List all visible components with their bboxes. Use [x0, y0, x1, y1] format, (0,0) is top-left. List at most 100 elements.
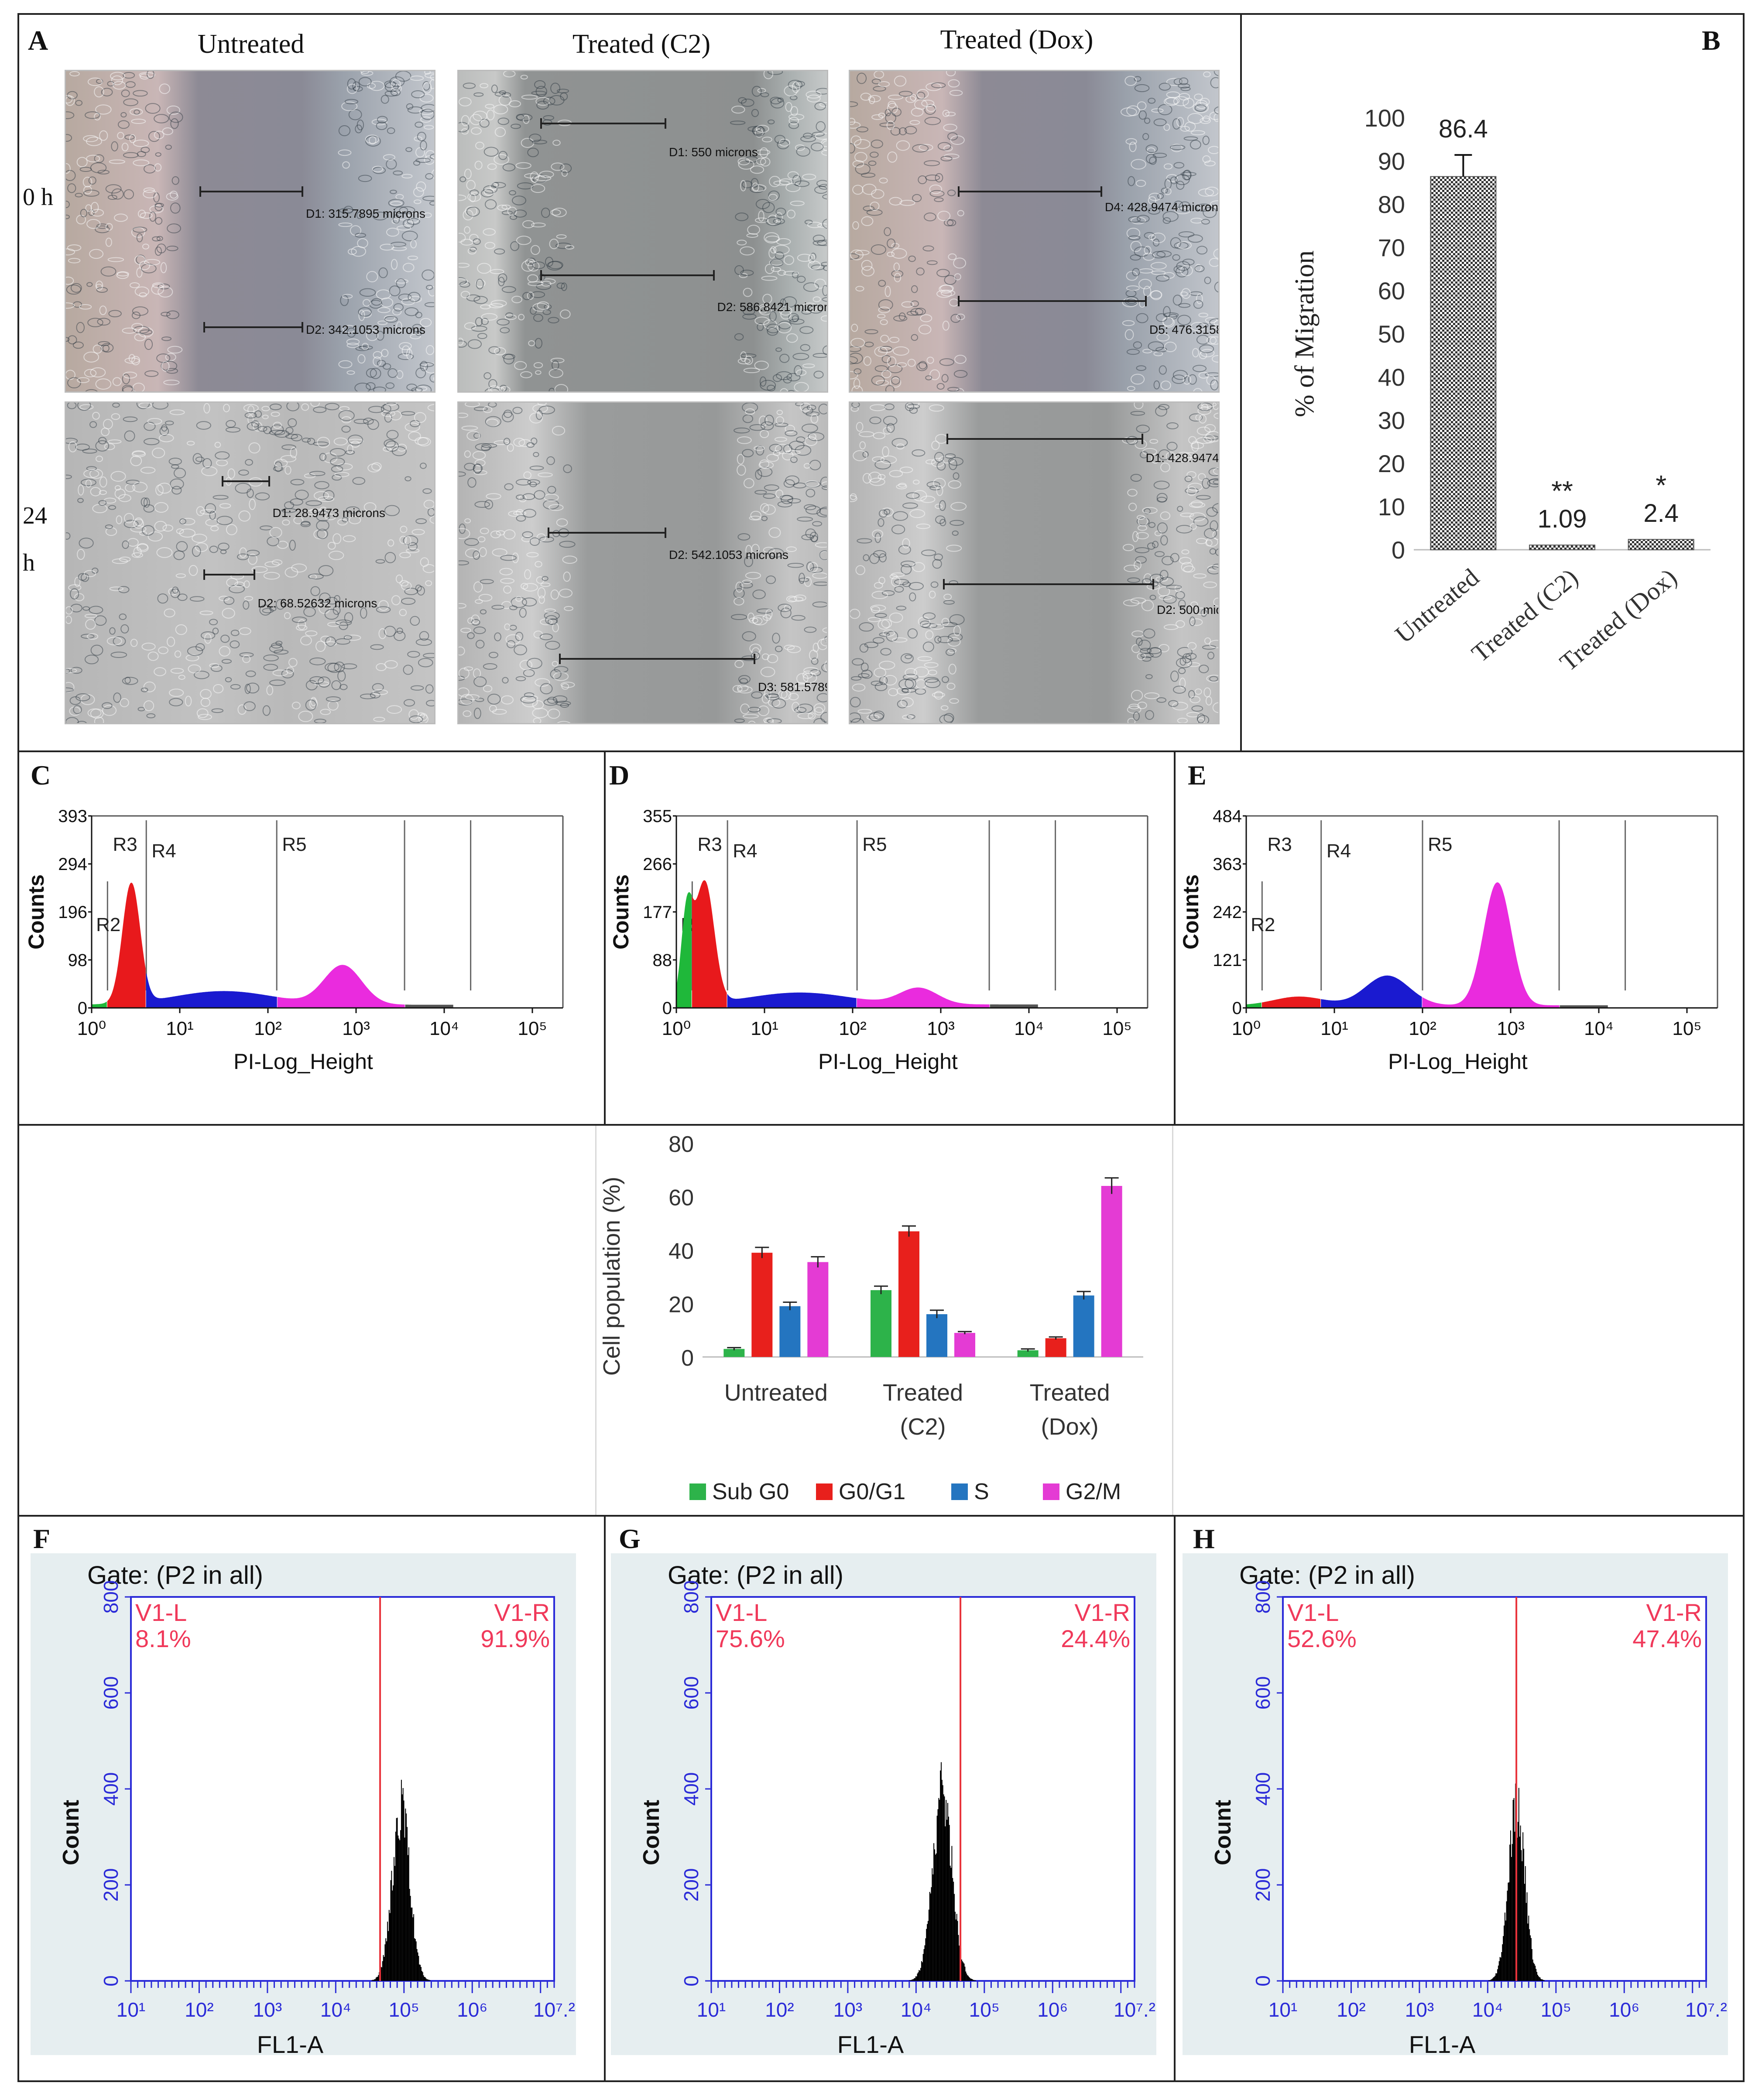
cell-outline	[132, 226, 147, 233]
cell-outline	[327, 662, 342, 673]
cell-outline	[146, 71, 154, 79]
cell-outline	[889, 336, 900, 343]
cell-outline	[227, 468, 235, 479]
histogram-bar	[931, 1887, 932, 1981]
cell-outline	[346, 327, 356, 338]
cell-outline	[900, 653, 914, 664]
cell-outline	[538, 472, 553, 477]
cell-outline	[755, 469, 762, 480]
cell-outline	[1160, 511, 1171, 520]
cell-outline	[509, 605, 518, 610]
cell-outline	[345, 450, 355, 455]
cell-outline	[767, 384, 776, 391]
cell-outline	[910, 308, 924, 316]
significance-marker: **	[1551, 475, 1573, 507]
cell-outline	[391, 219, 399, 224]
cell-outline	[740, 353, 757, 358]
histogram-bar	[1503, 1925, 1505, 1981]
histogram-bar	[1491, 1979, 1492, 1981]
cell-outline	[237, 553, 249, 560]
x-tick-label: 10⁵	[1672, 1018, 1701, 1039]
cell-outline	[803, 282, 819, 292]
cell-outline	[172, 586, 179, 594]
cell-outline	[129, 134, 136, 143]
histogram-bar	[1529, 1929, 1530, 1981]
cell-outline	[1166, 585, 1182, 589]
cell-outline	[70, 667, 82, 674]
y-tick-label: 100	[1364, 104, 1405, 132]
cell-outline	[166, 245, 178, 251]
cell-outline	[401, 174, 413, 178]
cell-outline	[1208, 468, 1218, 476]
y-tick-label: 196	[58, 903, 87, 922]
cell-outline	[464, 322, 476, 330]
cell-outline	[548, 317, 559, 324]
cell-outline	[920, 496, 936, 503]
histogram-bar	[398, 1838, 400, 1981]
cell-outline	[187, 646, 203, 656]
cell-outline	[486, 493, 501, 500]
cell-outline	[910, 94, 917, 101]
cell-outline	[485, 416, 501, 427]
histogram-bar	[395, 1831, 396, 1981]
cell-outline	[935, 515, 946, 524]
y-axis-label: Count	[58, 1800, 84, 1865]
cell-outline	[408, 542, 418, 551]
y-tick-label: 98	[68, 951, 88, 970]
gate-label: Gate: (P2 in all)	[1239, 1561, 1415, 1590]
cell-outline	[752, 617, 763, 625]
y-tick-label: 121	[1213, 951, 1242, 970]
x-tick-label: Treated	[883, 1380, 963, 1406]
histogram-bar	[948, 1816, 949, 1981]
cell-outline	[527, 274, 538, 283]
cell-outline	[504, 314, 517, 320]
cell-outline	[131, 323, 144, 331]
cell-outline	[1195, 414, 1202, 421]
cell-outline	[141, 147, 150, 153]
cell-outline	[534, 490, 545, 500]
cell-outline	[533, 362, 543, 368]
cell-outline	[133, 518, 144, 529]
cell-outline	[1178, 231, 1195, 238]
y-tick-label: 200	[680, 1868, 703, 1902]
cell-outline	[261, 406, 270, 411]
x-tick-label: (C2)	[900, 1414, 946, 1440]
cell-outline	[125, 81, 136, 88]
cell-outline	[523, 669, 535, 677]
cell-outline	[358, 77, 372, 86]
cell-outline	[75, 193, 83, 198]
cell-outline	[1172, 118, 1181, 130]
cell-outline	[77, 498, 84, 503]
cell-outline	[380, 243, 394, 251]
cell-outline	[277, 541, 288, 549]
cell-outline	[886, 120, 895, 130]
cell-outline	[398, 353, 414, 360]
cell-outline	[339, 208, 353, 213]
histogram-bar	[936, 1853, 937, 1981]
cell-outline	[880, 335, 889, 343]
cell-outline	[1176, 657, 1193, 668]
cell-outline	[529, 134, 542, 143]
cell-outline	[414, 136, 423, 142]
cell-outline	[1144, 692, 1160, 699]
histogram-bar	[388, 1910, 390, 1981]
cell-outline	[514, 644, 527, 655]
cell-outline	[244, 412, 257, 419]
cell-outline	[155, 152, 161, 157]
cell-outline	[759, 459, 770, 468]
cell-outline	[460, 291, 470, 298]
histogram-bar	[424, 1977, 425, 1981]
cell-outline	[737, 436, 752, 444]
cell-outline	[221, 659, 232, 664]
cell-outline	[758, 705, 769, 716]
cell-outline	[1142, 252, 1155, 261]
cell-outline	[878, 280, 886, 287]
left-gate-percent: 8.1%	[135, 1625, 191, 1652]
cell-outline	[563, 572, 571, 582]
cell-outline	[112, 403, 120, 408]
cell-outline	[797, 254, 812, 262]
cell-outline	[459, 233, 466, 243]
cell-outline	[419, 108, 434, 115]
cell-outline	[1122, 437, 1136, 444]
cell-outline	[372, 167, 386, 174]
